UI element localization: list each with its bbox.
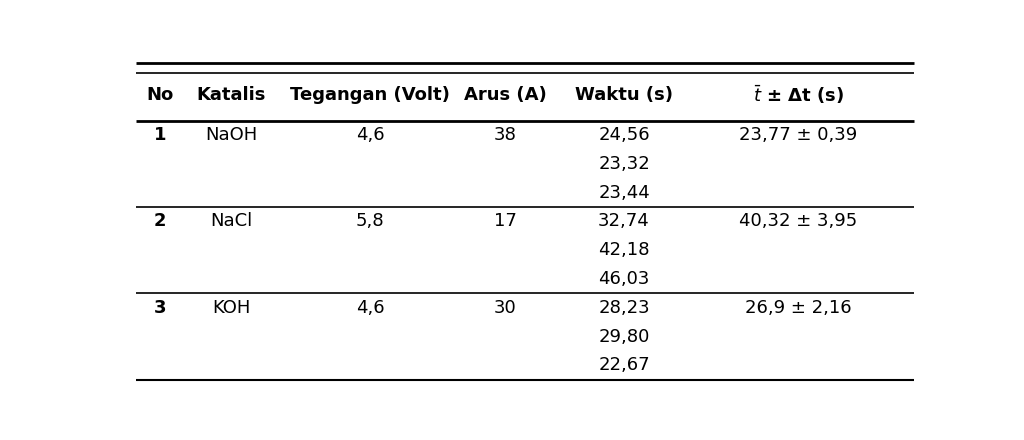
Text: 23,77 ± 0,39: 23,77 ± 0,39 <box>739 126 858 144</box>
Text: 29,80: 29,80 <box>598 327 649 345</box>
Text: 22,67: 22,67 <box>598 356 650 374</box>
Text: Arus (A): Arus (A) <box>464 86 547 104</box>
Text: Tegangan (Volt): Tegangan (Volt) <box>290 86 450 104</box>
Text: 26,9 ± 2,16: 26,9 ± 2,16 <box>745 299 852 317</box>
Text: 23,44: 23,44 <box>598 183 650 202</box>
Text: $\bar{t}$ ± Δt (s): $\bar{t}$ ± Δt (s) <box>753 84 844 106</box>
Text: 28,23: 28,23 <box>598 299 650 317</box>
Text: KOH: KOH <box>212 299 250 317</box>
Text: 4,6: 4,6 <box>355 299 384 317</box>
Text: Katalis: Katalis <box>197 86 266 104</box>
Text: 3: 3 <box>154 299 166 317</box>
Text: 2: 2 <box>154 213 166 231</box>
Text: 24,56: 24,56 <box>598 126 650 144</box>
Text: Waktu (s): Waktu (s) <box>575 86 673 104</box>
Text: 38: 38 <box>494 126 516 144</box>
Text: 5,8: 5,8 <box>355 213 384 231</box>
Text: 23,32: 23,32 <box>598 155 650 173</box>
Text: 1: 1 <box>154 126 166 144</box>
Text: 30: 30 <box>494 299 516 317</box>
Text: 17: 17 <box>494 213 516 231</box>
Text: NaCl: NaCl <box>210 213 252 231</box>
Text: 46,03: 46,03 <box>598 270 649 288</box>
Text: 4,6: 4,6 <box>355 126 384 144</box>
Text: No: No <box>146 86 173 104</box>
Text: 40,32 ± 3,95: 40,32 ± 3,95 <box>739 213 858 231</box>
Text: 32,74: 32,74 <box>598 213 650 231</box>
Text: 42,18: 42,18 <box>598 241 650 259</box>
Text: NaOH: NaOH <box>205 126 257 144</box>
